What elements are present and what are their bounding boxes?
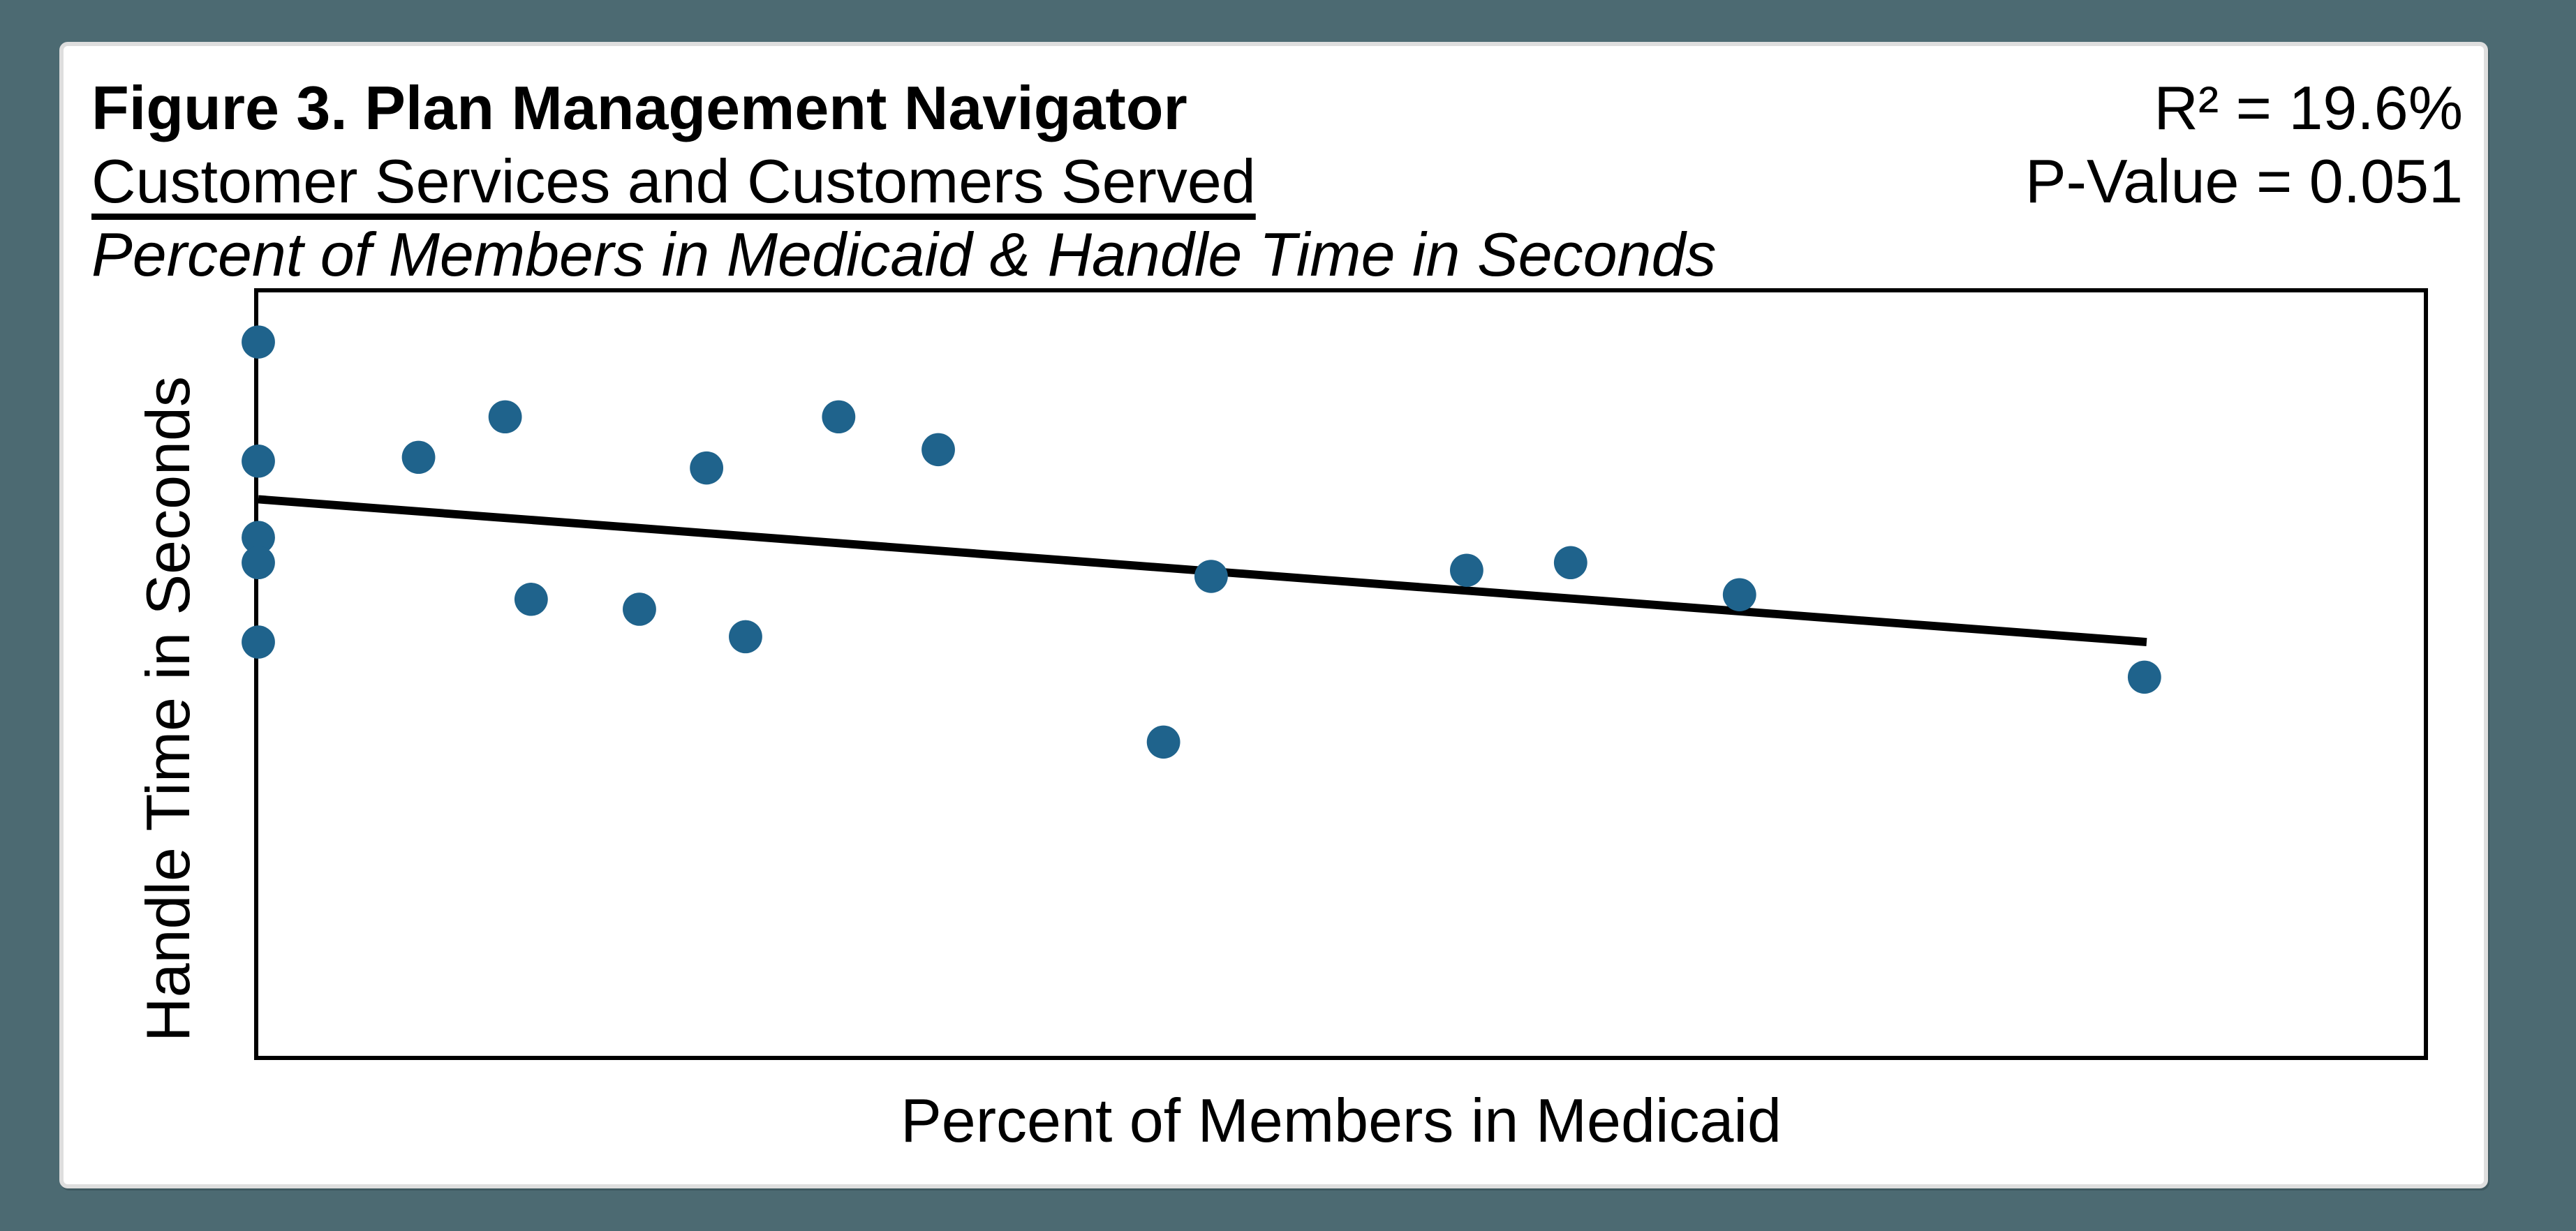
- figure-subtitle: Customer Services and Customers Served: [91, 147, 1256, 216]
- data-point: [242, 445, 275, 478]
- data-point: [623, 592, 656, 626]
- plot-area: [242, 288, 2428, 1060]
- data-point: [1722, 578, 1756, 611]
- figure-variables-line: Percent of Members in Medicaid & Handle …: [91, 220, 1717, 289]
- data-point: [729, 620, 762, 654]
- x-axis-title: Percent of Members in Medicaid: [901, 1086, 1782, 1155]
- data-point: [822, 400, 856, 434]
- data-point: [242, 325, 275, 359]
- p-value: P-Value = 0.051: [2024, 147, 2463, 216]
- data-point: [242, 625, 275, 659]
- data-point: [242, 521, 275, 554]
- data-point: [514, 583, 548, 616]
- data-point: [921, 433, 955, 467]
- data-point: [1194, 560, 1228, 593]
- data-point: [2127, 660, 2161, 694]
- data-point: [1450, 553, 1483, 587]
- data-point: [242, 546, 275, 580]
- data-point: [1553, 546, 1587, 580]
- data-point: [401, 440, 436, 475]
- r-squared-value: R² = 19.6%: [2154, 73, 2463, 142]
- regression-stats: R² = 19.6% P-Value = 0.051: [2025, 71, 2463, 218]
- data-point: [690, 451, 724, 485]
- data-point: [1146, 725, 1180, 759]
- data-point: [488, 400, 522, 434]
- scatter-plot: [242, 325, 2161, 759]
- y-axis-title: Handle Time in Seconds: [133, 376, 202, 1042]
- figure-title: Figure 3. Plan Management Navigator: [91, 73, 1187, 142]
- figure-header: Figure 3. Plan Management Navigator Cust…: [91, 71, 1716, 291]
- figure-card: Figure 3. Plan Management Navigator Cust…: [59, 42, 2488, 1188]
